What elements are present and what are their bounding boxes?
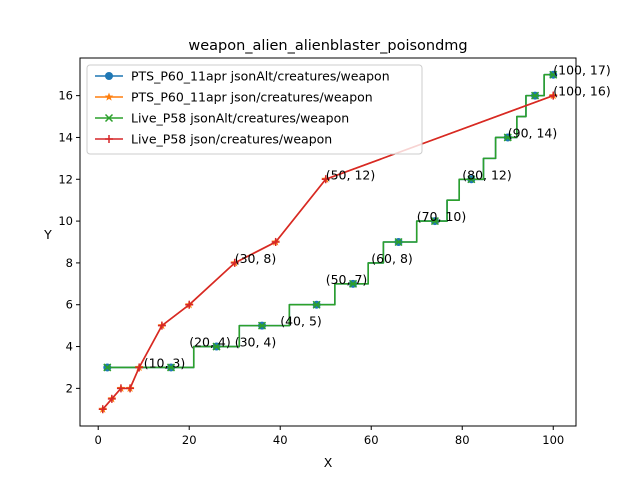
x-axis-ticks: 0 20 40 60 80 100 — [95, 426, 564, 447]
data-point — [549, 91, 558, 100]
series-live-p58-jsonalt-creatures-weapon — [103, 70, 558, 372]
data-point — [107, 394, 116, 403]
point-annotation: (50, 12) — [326, 167, 376, 182]
point-annotation: (40, 5) — [280, 314, 322, 329]
annotations: (10, 3)(20, 4) (30, 4) (30, 8) (40, 5) (50, … — [144, 63, 611, 371]
legend-label: PTS_P60_11apr json/creatures/weapon — [131, 90, 373, 105]
legend-marker — [104, 113, 114, 123]
legend-label: Live_P58 jsonAlt/creatures/weapon — [131, 111, 349, 126]
y-tick-label: 8 — [66, 256, 73, 270]
data-point — [348, 279, 358, 288]
data-point — [531, 91, 540, 100]
data-point — [157, 321, 166, 330]
y-tick-label: 2 — [66, 381, 73, 395]
point-annotation: (60, 8) — [371, 251, 413, 266]
legend-entry-pts-p60-11apr-jsonalt-creatures-weapon: PTS_P60_11apr jsonAlt/creatures/weapon — [95, 69, 390, 84]
legend-marker — [105, 135, 113, 143]
y-tick-label: 16 — [58, 89, 73, 103]
x-tick-label: 40 — [273, 433, 288, 447]
plot-area — [98, 70, 558, 414]
legend-frame — [86, 64, 423, 155]
x-tick-label: 20 — [182, 433, 197, 447]
legend-marker — [104, 92, 114, 101]
legend-entry-live-p58-json-creatures-weapon: Live_P58 json/creatures/weapon — [95, 132, 332, 147]
data-point — [135, 363, 144, 372]
data-point — [271, 238, 280, 246]
axes-frame — [79, 57, 577, 427]
data-point — [430, 217, 439, 226]
chart-title: weapon_alien_alienblaster_poisondmg — [188, 38, 467, 54]
legend-entry-live-p58-jsonalt-creatures-weapon: Live_P58 jsonAlt/creatures/weapon — [95, 111, 349, 126]
x-tick-label: 60 — [364, 433, 379, 447]
point-annotation: (30, 4) — [235, 335, 277, 350]
x-axis-label: X — [324, 455, 333, 470]
data-point — [185, 300, 194, 309]
point-annotation: (80, 12) — [462, 167, 512, 182]
data-point — [212, 342, 221, 351]
data-point — [98, 405, 107, 414]
y-tick-label: 12 — [58, 172, 73, 186]
data-point — [467, 175, 476, 184]
legend-marker — [105, 72, 113, 80]
legend: PTS_P60_11apr jsonAlt/creatures/weapon PT… — [86, 64, 423, 155]
data-point — [103, 363, 112, 372]
x-tick-label: 80 — [455, 433, 470, 447]
y-tick-label: 10 — [58, 214, 73, 228]
point-annotation: (100, 16) — [553, 84, 610, 99]
data-point — [257, 321, 267, 330]
data-point — [312, 300, 321, 309]
x-tick-label: 0 — [95, 433, 102, 447]
point-annotation: (70, 10) — [417, 209, 467, 224]
data-point — [394, 237, 403, 247]
legend-entry-pts-p60-11apr-json-creatures-weapon: PTS_P60_11apr json/creatures/weapon — [95, 90, 373, 105]
data-point — [321, 175, 330, 184]
y-tick-label: 14 — [58, 130, 73, 144]
point-annotation: (90, 14) — [508, 125, 558, 140]
point-annotation: (50, 7) — [326, 272, 368, 287]
legend-label: Live_P58 json/creatures/weapon — [131, 132, 332, 147]
data-point — [230, 258, 239, 267]
legend-label: PTS_P60_11apr jsonAlt/creatures/weapon — [131, 69, 390, 84]
data-point — [166, 363, 176, 372]
point-annotation: (30, 8) — [235, 251, 277, 266]
series-line — [107, 73, 554, 369]
y-axis-ticks: 2 4 6 8 10 12 14 16 — [58, 89, 80, 395]
point-annotation: (100, 17) — [553, 63, 610, 78]
y-axis-label: Y — [43, 227, 52, 242]
y-tick-label: 4 — [66, 340, 73, 354]
data-point — [549, 70, 558, 79]
point-annotation: (10, 3) — [144, 355, 186, 370]
series-live-p58-json-creatures-weapon — [98, 91, 558, 414]
y-tick-label: 6 — [66, 298, 73, 312]
data-point — [116, 384, 125, 393]
data-point — [126, 384, 135, 393]
x-tick-label: 100 — [542, 433, 564, 447]
data-point — [503, 133, 512, 142]
point-annotation: (20, 4) — [189, 335, 231, 350]
